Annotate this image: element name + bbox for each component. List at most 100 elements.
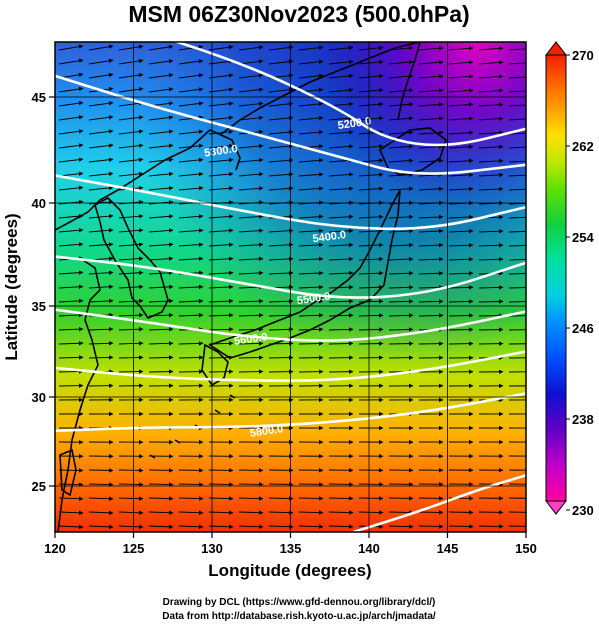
wind-arrow	[88, 213, 114, 219]
y-tick-label: 25	[32, 479, 46, 494]
wind-arrow	[418, 313, 444, 318]
wind-arrow	[88, 298, 114, 304]
wind-arrow	[508, 202, 526, 205]
wind-arrow	[268, 510, 294, 515]
colorbar-tick-label: 262	[572, 139, 594, 154]
wind-arrow	[118, 326, 144, 332]
wind-arrow	[508, 118, 526, 121]
wind-arrow	[358, 144, 384, 149]
wind-arrow	[88, 524, 114, 530]
wind-arrow	[88, 72, 114, 79]
wind-arrow	[418, 524, 444, 529]
wind-arrow	[148, 524, 174, 530]
wind-arrow	[58, 468, 84, 473]
wind-arrow	[88, 496, 114, 501]
wind-arrow	[178, 129, 204, 135]
wind-arrow	[178, 510, 204, 515]
contour-line	[55, 308, 526, 342]
wind-arrow	[388, 327, 414, 332]
wind-arrow	[178, 256, 204, 261]
wind-arrow	[298, 158, 324, 163]
wind-arrow	[418, 130, 444, 135]
wind-arrow	[478, 186, 504, 192]
wind-arrow	[448, 214, 474, 220]
wind-arrow	[238, 327, 264, 332]
wind-arrow	[298, 341, 324, 346]
wind-arrow	[268, 129, 294, 135]
wind-arrow	[268, 270, 294, 276]
wind-arrow	[298, 256, 324, 262]
wind-arrow	[388, 214, 414, 220]
wind-arrow	[238, 157, 264, 163]
wind-arrow	[178, 355, 204, 360]
wind-arrow	[88, 129, 114, 135]
wind-arrow	[448, 116, 474, 121]
wind-arrow	[238, 496, 264, 501]
wind-arrow	[358, 186, 384, 191]
wind-arrow	[118, 355, 144, 360]
wind-arrow	[388, 130, 414, 135]
wind-arrow	[148, 87, 174, 93]
wind-arrow	[58, 482, 84, 487]
contour-line	[173, 42, 526, 147]
x-axis: 120 125 130 135 140 145 150 Longitude (d…	[44, 532, 537, 580]
wind-arrow	[418, 510, 444, 515]
wind-arrow	[178, 185, 204, 191]
wind-arrow	[88, 44, 114, 51]
wind-arrow	[58, 270, 84, 275]
wind-arrow	[358, 496, 384, 501]
wind-arrow	[208, 312, 234, 318]
wind-arrow	[238, 115, 264, 121]
wind-arrow	[118, 242, 144, 247]
wind-arrow	[478, 74, 504, 79]
wind-arrow	[178, 101, 204, 107]
wind-arrow	[508, 216, 526, 219]
wind-arrow	[268, 45, 294, 51]
wind-arrow	[58, 171, 84, 177]
x-tick-label: 135	[280, 541, 302, 556]
x-tick-label: 145	[437, 541, 459, 556]
wind-arrow	[178, 87, 204, 93]
wind-arrow	[358, 256, 384, 262]
wind-arrow	[88, 326, 114, 332]
wind-arrow	[328, 256, 354, 262]
colorbar-bottom-arrow	[544, 500, 568, 515]
wind-arrow	[208, 510, 234, 515]
wind-arrow	[88, 100, 114, 107]
wind-arrow	[178, 341, 204, 346]
wind-arrow	[268, 242, 294, 248]
wind-arrow	[448, 186, 474, 192]
wind-arrow	[358, 101, 384, 107]
wind-arrow	[388, 299, 414, 304]
wind-arrow	[358, 510, 384, 515]
wind-arrow	[238, 313, 264, 318]
wind-arrow	[358, 87, 384, 93]
y-axis: 25 30 35 40 45 Latitude (degrees)	[2, 90, 55, 494]
wind-arrow	[358, 284, 384, 290]
wind-arrow	[508, 104, 526, 107]
wind-arrow	[88, 185, 114, 191]
wind-arrow	[208, 214, 234, 219]
wind-arrow	[328, 73, 354, 79]
wind-arrow	[88, 171, 114, 177]
wind-arrow	[238, 524, 264, 529]
contour-line	[55, 392, 526, 433]
wind-arrow	[508, 287, 526, 289]
wind-arrow	[358, 270, 384, 276]
wind-arrow	[58, 284, 84, 290]
wind-arrow	[448, 88, 474, 93]
wind-arrow	[388, 270, 414, 276]
wind-arrow	[148, 256, 174, 261]
wind-arrow	[268, 496, 294, 501]
wind-arrow	[238, 482, 264, 487]
wind-arrow	[58, 58, 84, 65]
wind-arrow	[448, 313, 474, 318]
wind-arrow	[298, 73, 324, 79]
wind-arrow	[268, 524, 294, 529]
wind-arrow	[208, 256, 234, 262]
wind-arrow	[238, 143, 264, 149]
wind-arrow	[88, 157, 114, 163]
wind-arrow	[238, 101, 264, 107]
